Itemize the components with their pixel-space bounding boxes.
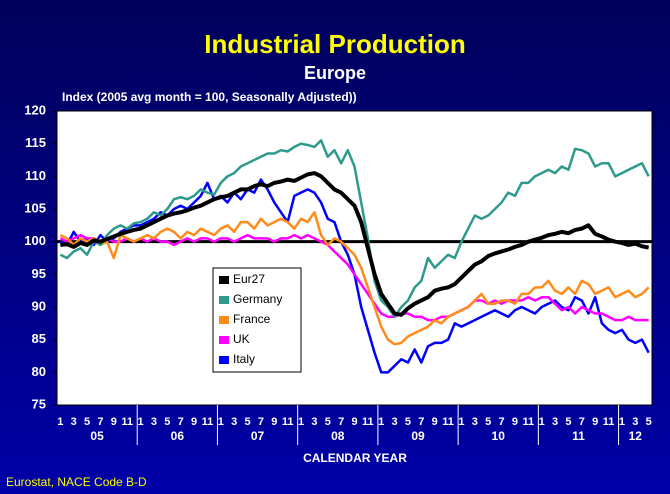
x-tick-label: 3 [231, 416, 237, 428]
year-label: 10 [492, 429, 506, 443]
x-tick-label: 7 [258, 416, 264, 428]
y-axis-label: Index (2005 avg month = 100, Seasonally … [62, 90, 357, 104]
x-tick-label: 9 [351, 416, 357, 428]
x-tick-label: 1 [57, 416, 63, 428]
year-label: 05 [90, 429, 104, 443]
year-label: 11 [572, 429, 585, 443]
year-label: 09 [411, 429, 425, 443]
x-tick-label: 11 [362, 416, 374, 428]
year-label: 12 [629, 429, 643, 443]
x-tick-label: 5 [565, 416, 571, 428]
x-tick-label: 5 [84, 416, 90, 428]
legend-swatch [219, 356, 229, 364]
x-tick-label: 3 [392, 416, 398, 428]
x-tick-label: 7 [178, 416, 184, 428]
x-tick-label: 7 [97, 416, 103, 428]
x-tick-label: 5 [485, 416, 491, 428]
x-tick-label: 7 [499, 416, 505, 428]
x-tick-label: 5 [405, 416, 411, 428]
x-tick-label: 1 [298, 416, 304, 428]
legend-label: Italy [233, 352, 255, 366]
x-tick-label: 5 [325, 416, 331, 428]
legend-swatch [219, 316, 229, 324]
legend-swatch [219, 336, 229, 344]
year-label: 06 [171, 429, 185, 443]
y-tick-label: 90 [32, 298, 46, 313]
x-tick-label: 11 [522, 416, 534, 428]
y-tick-label: 85 [32, 331, 46, 346]
x-tick-label: 1 [458, 416, 464, 428]
x-tick-label: 5 [646, 416, 652, 428]
y-tick-label: 100 [24, 233, 46, 248]
x-tick-label: 7 [418, 416, 424, 428]
x-tick-label: 11 [603, 416, 615, 428]
x-tick-label: 9 [432, 416, 438, 428]
legend-label: UK [233, 332, 250, 346]
x-tick-label: 7 [579, 416, 585, 428]
x-tick-label: 9 [191, 416, 197, 428]
x-tick-label: 3 [71, 416, 77, 428]
legend-swatch [219, 276, 229, 284]
x-tick-label: 11 [121, 416, 133, 428]
series-line [59, 233, 649, 322]
x-tick-label: 1 [378, 416, 384, 428]
chart-subtitle: Europe [304, 63, 366, 83]
year-label: 08 [331, 429, 345, 443]
x-tick-label: 1 [539, 416, 545, 428]
x-tick-label: 3 [552, 416, 558, 428]
legend-swatch [219, 296, 229, 304]
x-tick-label: 3 [311, 416, 317, 428]
legend-label: Germany [233, 292, 282, 306]
series-line [59, 139, 650, 319]
x-tick-label: 9 [111, 416, 117, 428]
chart-title: Industrial Production [204, 29, 465, 59]
legend-label: Eur27 [233, 272, 265, 286]
series-line [59, 211, 650, 346]
x-axis-label: CALENDAR YEAR [303, 451, 407, 465]
x-tick-label: 3 [151, 416, 157, 428]
x-tick-label: 11 [442, 416, 454, 428]
x-tick-label: 5 [244, 416, 250, 428]
x-tick-label: 1 [619, 416, 625, 428]
x-tick-label: 7 [338, 416, 344, 428]
y-tick-label: 120 [24, 102, 46, 117]
y-tick-label: 80 [32, 364, 46, 379]
x-tick-label: 11 [282, 416, 294, 428]
plot-area [56, 110, 653, 406]
x-tick-label: 11 [202, 416, 214, 428]
source-note: Eurostat, NACE Code B-D [6, 475, 147, 489]
x-tick-label: 1 [218, 416, 224, 428]
x-tick-label: 9 [271, 416, 277, 428]
x-tick-label: 3 [632, 416, 638, 428]
y-tick-label: 75 [32, 396, 46, 411]
y-tick-label: 95 [32, 266, 46, 281]
x-tick-label: 5 [164, 416, 170, 428]
y-tick-label: 115 [25, 135, 46, 150]
x-tick-label: 1 [138, 416, 144, 428]
year-label: 07 [251, 429, 265, 443]
y-tick-label: 105 [24, 200, 46, 215]
x-tick-label: 9 [512, 416, 518, 428]
x-tick-label: 9 [592, 416, 598, 428]
y-tick-label: 110 [25, 168, 46, 183]
series-line [60, 171, 650, 317]
x-tick-label: 3 [472, 416, 478, 428]
legend-label: France [233, 312, 271, 326]
